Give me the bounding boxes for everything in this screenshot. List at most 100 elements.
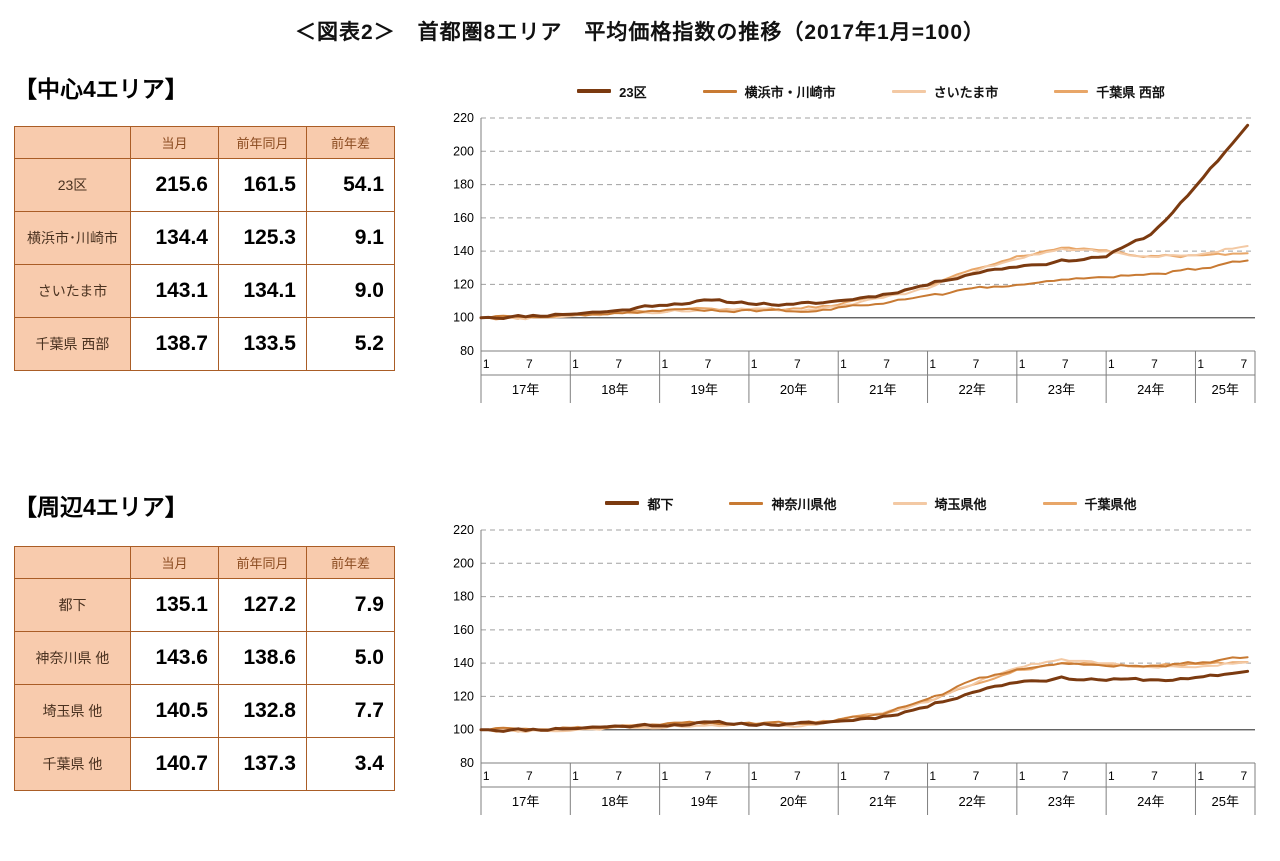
value-diff: 3.4 [306, 737, 395, 791]
value-current: 143.6 [130, 631, 219, 685]
svg-text:1: 1 [483, 357, 490, 371]
center-area-table: 当月 前年同月 前年差 23区 215.6 161.5 54.1 横浜市･川崎市… [14, 126, 395, 371]
section-center-areas: 【中心4エリア】 当月 前年同月 前年差 23区 215.6 161.5 54.… [14, 70, 395, 371]
table-row: 23区 215.6 161.5 54.1 [14, 158, 395, 212]
legend-label: 横浜市・川崎市 [744, 84, 836, 100]
svg-text:22年: 22年 [958, 794, 985, 809]
chart-legend: 都下 神奈川県他 埼玉県他 千葉県他 [443, 490, 1265, 516]
svg-text:18年: 18年 [601, 382, 628, 397]
svg-text:20年: 20年 [780, 794, 807, 809]
svg-text:80: 80 [460, 344, 474, 358]
svg-text:1: 1 [661, 769, 668, 783]
svg-text:100: 100 [453, 723, 474, 737]
legend-line-swatch [1054, 89, 1089, 93]
svg-text:120: 120 [453, 277, 474, 291]
svg-text:19年: 19年 [691, 382, 718, 397]
value-current: 134.4 [130, 211, 219, 265]
value-diff: 5.0 [306, 631, 395, 685]
section-surrounding-areas: 【周辺4エリア】 当月 前年同月 前年差 都下 135.1 127.2 7.9 … [14, 488, 395, 791]
svg-text:21年: 21年 [869, 794, 896, 809]
svg-text:7: 7 [705, 769, 712, 783]
surrounding-area-table: 当月 前年同月 前年差 都下 135.1 127.2 7.9 神奈川県 他 14… [14, 546, 395, 791]
row-label: 23区 [14, 158, 131, 212]
value-current: 143.1 [130, 264, 219, 318]
svg-text:1: 1 [929, 357, 936, 371]
value-prev-year: 161.5 [218, 158, 307, 212]
svg-text:7: 7 [883, 357, 890, 371]
value-prev-year: 127.2 [218, 578, 307, 632]
svg-text:7: 7 [794, 357, 801, 371]
legend-item: 横浜市・川崎市 [702, 82, 836, 101]
svg-text:7: 7 [705, 357, 712, 371]
legend-line-swatch [892, 501, 927, 505]
svg-text:23年: 23年 [1048, 794, 1075, 809]
svg-text:140: 140 [453, 656, 474, 670]
table-row: 都下 135.1 127.2 7.9 [14, 578, 395, 632]
table-row: 埼玉県 他 140.5 132.8 7.7 [14, 684, 395, 738]
legend-label: 千葉県他 [1084, 496, 1137, 512]
svg-text:1: 1 [483, 769, 490, 783]
svg-text:200: 200 [453, 144, 474, 158]
svg-text:25年: 25年 [1211, 382, 1238, 397]
col-header-current-month: 当月 [130, 546, 219, 579]
legend-label: 千葉県 西部 [1096, 84, 1165, 100]
legend-line-swatch [1042, 501, 1077, 505]
svg-text:1: 1 [1197, 357, 1204, 371]
svg-text:18年: 18年 [601, 794, 628, 809]
svg-text:1: 1 [840, 769, 847, 783]
table-row: さいたま市 143.1 134.1 9.0 [14, 264, 395, 318]
row-label: 千葉県 他 [14, 737, 131, 791]
svg-text:140: 140 [453, 244, 474, 258]
value-diff: 7.7 [306, 684, 395, 738]
legend-item: 都下 [605, 494, 673, 513]
svg-text:100: 100 [453, 311, 474, 325]
row-label: 千葉県 西部 [14, 317, 131, 371]
svg-text:7: 7 [1240, 357, 1247, 371]
svg-text:7: 7 [1062, 357, 1069, 371]
table-row: 横浜市･川崎市 134.4 125.3 9.1 [14, 211, 395, 265]
value-diff: 9.0 [306, 264, 395, 318]
svg-text:20年: 20年 [780, 382, 807, 397]
svg-text:220: 220 [453, 111, 474, 125]
col-header-prev-year-month: 前年同月 [218, 546, 307, 579]
svg-text:1: 1 [751, 357, 758, 371]
legend-line-swatch [891, 89, 926, 93]
svg-text:7: 7 [615, 357, 622, 371]
value-prev-year: 125.3 [218, 211, 307, 265]
svg-text:7: 7 [794, 769, 801, 783]
col-header-yoy-diff: 前年差 [306, 546, 395, 579]
col-header-current-month: 当月 [130, 126, 219, 159]
svg-text:23年: 23年 [1048, 382, 1075, 397]
surrounding-area-line-chart: 80 100 120 140 160 180 200 220 1 7 17年 1 7 18年 1 7 19年 1 7… [453, 523, 1256, 815]
svg-text:25年: 25年 [1211, 794, 1238, 809]
row-label: 横浜市･川崎市 [14, 211, 131, 265]
value-diff: 54.1 [306, 158, 395, 212]
svg-text:80: 80 [460, 756, 474, 770]
svg-text:7: 7 [1151, 357, 1158, 371]
series-line [480, 658, 1249, 733]
surrounding-area-chart-block: 都下 神奈川県他 埼玉県他 千葉県他 80 100 120 140 160 180 200 220 1… [443, 490, 1265, 828]
svg-text:7: 7 [883, 769, 890, 783]
legend-label: 都下 [647, 496, 674, 512]
svg-text:1: 1 [1197, 769, 1204, 783]
svg-text:7: 7 [973, 357, 980, 371]
svg-text:19年: 19年 [691, 794, 718, 809]
section-heading-surrounding: 【周辺4エリア】 [14, 494, 188, 520]
col-header-prev-year-month: 前年同月 [218, 126, 307, 159]
value-prev-year: 134.1 [218, 264, 307, 318]
table-corner-cell [14, 546, 131, 579]
svg-text:24年: 24年 [1137, 382, 1164, 397]
svg-text:7: 7 [526, 769, 533, 783]
svg-text:1: 1 [572, 357, 579, 371]
svg-text:220: 220 [453, 523, 474, 537]
svg-text:1: 1 [1019, 769, 1026, 783]
table-row: 千葉県 西部 138.7 133.5 5.2 [14, 317, 395, 371]
svg-text:1: 1 [840, 357, 847, 371]
svg-text:160: 160 [453, 623, 474, 637]
value-current: 215.6 [130, 158, 219, 212]
svg-text:17年: 17年 [512, 794, 539, 809]
legend-item: 23区 [577, 82, 647, 101]
svg-text:1: 1 [572, 769, 579, 783]
table-header-row: 当月 前年同月 前年差 [14, 546, 395, 579]
